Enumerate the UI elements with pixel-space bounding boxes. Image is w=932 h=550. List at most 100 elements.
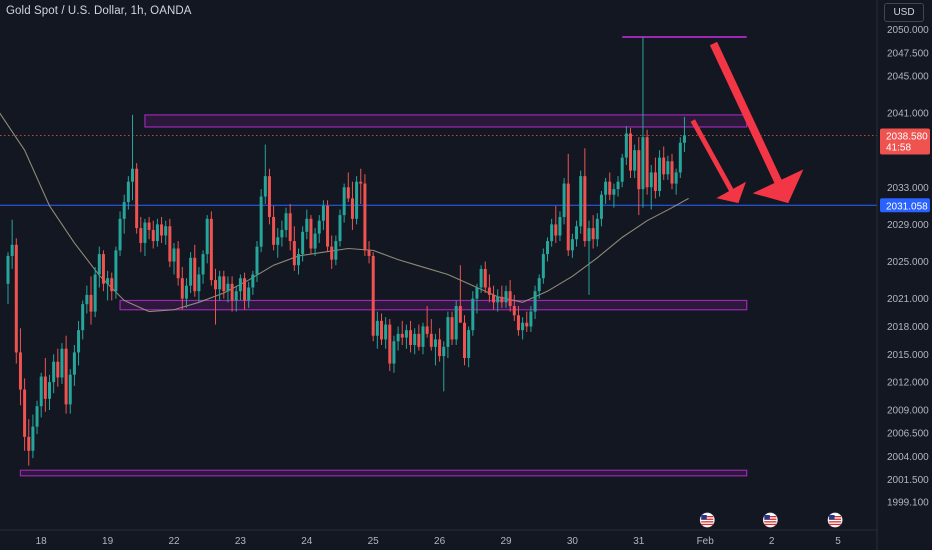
candle-body bbox=[500, 296, 504, 303]
candle bbox=[155, 218, 159, 247]
candle bbox=[570, 233, 574, 258]
candle-body bbox=[425, 326, 429, 334]
us-flag-icon[interactable] bbox=[699, 512, 715, 528]
candle-body bbox=[85, 294, 89, 305]
time-tick-label: 19 bbox=[102, 536, 114, 547]
price-tick-label: 2006.500 bbox=[887, 429, 929, 440]
candle-body bbox=[492, 294, 496, 303]
candle bbox=[276, 228, 280, 258]
candle-body bbox=[238, 278, 242, 292]
candle-body bbox=[155, 224, 159, 242]
us-flag-icon[interactable] bbox=[827, 512, 843, 528]
candle-body bbox=[330, 246, 334, 260]
candle bbox=[214, 268, 217, 325]
candle-body bbox=[106, 278, 110, 284]
candle-body bbox=[433, 339, 437, 347]
candle-body bbox=[89, 294, 93, 312]
candle-body bbox=[126, 181, 130, 203]
zone-rectangle bbox=[19, 469, 748, 477]
candle bbox=[666, 155, 670, 180]
candle-body bbox=[189, 257, 193, 286]
candle-body bbox=[172, 248, 176, 262]
time-tick-label: 31 bbox=[633, 536, 645, 547]
flag-stripe bbox=[764, 523, 777, 526]
candle bbox=[355, 176, 359, 225]
candle bbox=[492, 285, 496, 310]
candle-body bbox=[587, 228, 591, 242]
us-flag-icon[interactable] bbox=[762, 512, 778, 528]
candle bbox=[529, 306, 533, 333]
candle bbox=[143, 218, 147, 256]
candle-body bbox=[72, 352, 76, 375]
candle-body bbox=[147, 222, 151, 230]
candle-body bbox=[151, 229, 155, 242]
candle-body bbox=[135, 168, 139, 229]
candle bbox=[350, 181, 354, 230]
flag-canton bbox=[829, 515, 835, 520]
candle-body bbox=[97, 254, 101, 275]
candle-body bbox=[280, 229, 284, 238]
candle-body bbox=[39, 376, 43, 407]
candle bbox=[346, 172, 350, 203]
candle-body bbox=[180, 278, 184, 299]
candle bbox=[326, 200, 330, 253]
candle-body bbox=[479, 268, 483, 288]
zone-rectangle bbox=[144, 114, 748, 128]
candle bbox=[396, 326, 400, 351]
candle bbox=[31, 414, 35, 459]
candle bbox=[284, 207, 288, 238]
candle bbox=[384, 317, 388, 349]
candle-body bbox=[355, 181, 359, 219]
candle bbox=[234, 285, 238, 312]
candle-body bbox=[214, 280, 217, 290]
candle bbox=[367, 241, 371, 264]
candle-body bbox=[31, 426, 35, 451]
candle-body bbox=[234, 291, 238, 301]
price-tick-label: 2033.000 bbox=[887, 183, 929, 194]
candle bbox=[259, 189, 263, 253]
flag-stripe bbox=[764, 518, 777, 520]
candle bbox=[450, 311, 454, 345]
flag-stripe bbox=[829, 521, 842, 523]
candle bbox=[52, 354, 56, 394]
candle-body bbox=[52, 361, 56, 383]
candle bbox=[60, 343, 64, 384]
candle bbox=[479, 265, 483, 294]
candle-body bbox=[678, 142, 682, 173]
candle-body bbox=[396, 333, 400, 342]
line-price-value: 2031.058 bbox=[886, 201, 928, 212]
candle-body bbox=[649, 172, 653, 188]
candle bbox=[18, 328, 22, 406]
candle bbox=[334, 235, 338, 266]
candle-body bbox=[288, 213, 292, 242]
candle-body bbox=[184, 285, 188, 299]
candle-body bbox=[471, 298, 475, 331]
price-tick-label: 2029.000 bbox=[887, 220, 929, 231]
currency-button[interactable]: USD bbox=[884, 3, 924, 22]
candle-body bbox=[131, 168, 134, 182]
candle bbox=[463, 315, 466, 366]
candle bbox=[421, 322, 425, 355]
candle-body bbox=[10, 244, 14, 256]
candle-body bbox=[591, 228, 595, 240]
flag-canton bbox=[701, 515, 707, 520]
candle bbox=[85, 285, 89, 314]
candle bbox=[135, 163, 139, 234]
candle bbox=[81, 300, 85, 340]
candle-body bbox=[64, 348, 68, 405]
time-tick-label: 24 bbox=[301, 536, 313, 547]
candle bbox=[122, 194, 126, 234]
candle-body bbox=[454, 306, 458, 340]
candle-body bbox=[496, 296, 500, 303]
candle bbox=[297, 248, 300, 275]
candle bbox=[238, 274, 242, 301]
candle-body bbox=[429, 333, 433, 347]
candle bbox=[359, 168, 363, 204]
candle bbox=[653, 157, 657, 199]
price-tick-label: 2018.000 bbox=[887, 322, 929, 333]
price-tick-label: 2050.000 bbox=[887, 25, 929, 36]
candle-body bbox=[388, 324, 392, 364]
